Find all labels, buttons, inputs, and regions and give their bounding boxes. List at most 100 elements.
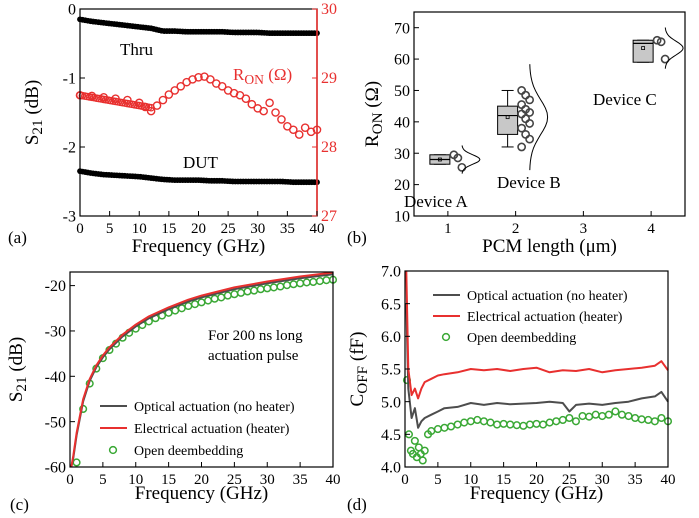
annotation-line-1: For 200 ns long (208, 328, 303, 344)
legend-swatch (441, 332, 451, 342)
open-deembedding-marker (282, 281, 292, 290)
y-tick-label: 6.0 (381, 329, 401, 346)
data-point (517, 109, 527, 119)
x-tick-label: 1 (444, 221, 452, 237)
y-tick-label: -20 (45, 278, 66, 295)
open-deembedding-marker (296, 279, 305, 288)
open-deembedding-marker (302, 278, 311, 287)
open-deembedding-marker (269, 283, 278, 292)
open-deembedding-marker (473, 415, 482, 425)
open-deembedding-marker (276, 282, 285, 291)
y-tick-label: 70 (394, 20, 410, 37)
data-point (453, 153, 463, 163)
open-deembedding-marker (309, 277, 318, 287)
open-deembedding-marker (230, 290, 239, 299)
open-deembedding-marker (611, 407, 620, 416)
x-tick-label: 0 (76, 221, 84, 237)
open-deembedding-marker (433, 425, 442, 434)
open-deembedding-marker (519, 421, 528, 430)
y-tick-label: -30 (45, 324, 66, 341)
x-tick-label: 15 (496, 472, 511, 488)
open-deembedding-marker (499, 419, 508, 428)
data-point (517, 100, 527, 109)
open-deembedding-marker (210, 294, 219, 303)
ron-marker (164, 90, 174, 99)
data-point (521, 114, 531, 124)
y2-tick-label: 29 (321, 70, 337, 87)
open-deembedding-marker (650, 417, 659, 426)
x-axis-label: Frequency (GHz) (135, 483, 268, 504)
open-deembedding-marker (236, 288, 245, 297)
panel-label: (b) (347, 228, 367, 247)
box (497, 105, 519, 135)
legend-label: Open deembedding (134, 444, 243, 459)
y-tick-label: -50 (45, 414, 66, 431)
data-point (525, 119, 535, 128)
open-deembedding-marker (204, 296, 213, 305)
ron-marker (176, 81, 186, 91)
x-axis-label: Frequency (GHz) (470, 483, 603, 504)
legend-label: Electrical actuation (heater) (467, 310, 623, 325)
x-tick-label: 15 (161, 472, 176, 488)
x-tick-label: 40 (326, 472, 341, 488)
x-tick-label: 25 (221, 221, 236, 237)
legend-label: Electrical actuation (heater) (134, 422, 290, 437)
y2-tick-label: 27 (321, 208, 337, 225)
ron-marker (247, 99, 257, 109)
data-point (652, 35, 662, 45)
box (632, 39, 654, 63)
box-mean (641, 46, 646, 50)
open-deembedding-marker (565, 413, 574, 423)
open-deembedding-marker (223, 291, 232, 300)
ron-marker (194, 73, 203, 82)
x-tick-label: 5 (99, 472, 107, 488)
open-deembedding-marker (525, 420, 534, 429)
open-deembedding-marker (598, 411, 607, 421)
data-point (521, 90, 531, 100)
electrical-actuation-line (405, 270, 669, 400)
x-tick-label: 10 (128, 472, 143, 488)
y-tick-label: 10 (394, 209, 410, 226)
ron-marker (265, 98, 274, 108)
open-deembedding-marker (624, 411, 633, 421)
open-deembedding-marker (637, 415, 646, 424)
open-deembedding-marker (545, 418, 554, 427)
open-deembedding-marker (512, 421, 521, 430)
y-tick-label: 20 (394, 177, 410, 194)
x-tick-label: 35 (280, 221, 295, 237)
x-tick-label: 0 (66, 472, 74, 488)
open-deembedding-marker (604, 410, 613, 419)
ron-marker (259, 106, 268, 116)
y-tick-label: 6.5 (381, 296, 401, 313)
x-tick-label: 10 (463, 472, 478, 488)
x-tick-label: 40 (310, 221, 325, 237)
panel-label: (d) (347, 495, 367, 514)
open-deembedding-marker (315, 277, 324, 286)
data-point (656, 37, 666, 47)
data-point (521, 129, 531, 139)
y-axis-label: S21 (dB) (6, 337, 30, 402)
y2-tick-label: 30 (321, 1, 337, 18)
box-mean (505, 115, 510, 120)
y2-axis-label: RON (Ω) (233, 65, 292, 87)
open-deembedding-marker (263, 284, 272, 293)
box-mean (437, 157, 442, 162)
open-deembedding-marker (479, 417, 488, 426)
y-tick-label: -40 (45, 369, 66, 386)
y-tick-label: 30 (394, 146, 410, 163)
y-axis-label: S21 (dB) (22, 80, 46, 145)
x-tick-label: 20 (191, 221, 206, 237)
y-tick-label: -60 (45, 460, 66, 477)
x-tick-label: 2 (512, 221, 520, 237)
open-deembedding-marker (539, 420, 548, 429)
legend-label: Optical actuation (no heater) (467, 289, 628, 304)
panel-a: 0 5 10 15 20 25 30 35 400-1-2-3 27282930Frequency… (8, 1, 337, 257)
open-deembedding-marker (72, 458, 81, 467)
y-tick-label: 7.0 (381, 264, 401, 281)
open-deembedding-marker (591, 410, 600, 419)
open-deembedding-marker (657, 413, 666, 423)
data-point (457, 162, 467, 172)
x-tick-label: 35 (628, 472, 643, 488)
x-tick-label: 15 (161, 221, 176, 237)
annotation-thru: Thru (120, 40, 154, 59)
